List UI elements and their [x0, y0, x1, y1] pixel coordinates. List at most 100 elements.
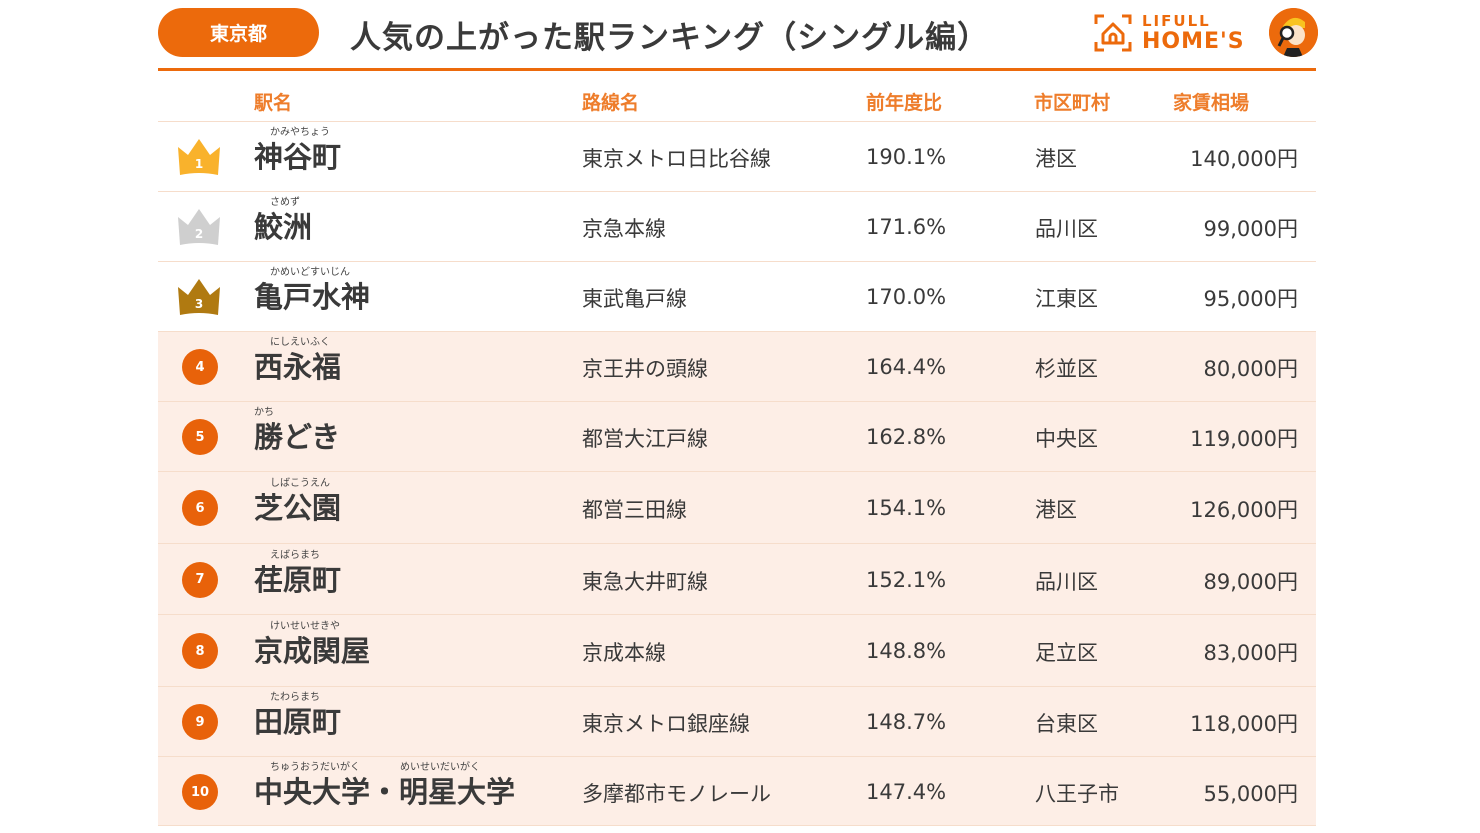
ratio-value: 190.1%	[866, 145, 947, 169]
table-row: 5 かち 勝どき 都営大江戸線 162.8% 中央区 119,000円	[158, 401, 1316, 471]
station-furigana: かち	[254, 407, 274, 418]
line-name: 京成本線	[582, 641, 666, 665]
line-name: 京急本線	[582, 217, 666, 241]
city-name: 八王子市	[1035, 782, 1119, 806]
table-row: 2 さめず 鮫洲 京急本線 171.6% 品川区 99,000円	[158, 191, 1316, 261]
rent-value: 95,000円	[1203, 287, 1298, 311]
station-cell: かめいどすいじん 亀戸水神	[254, 266, 370, 314]
city-name: 足立区	[1035, 641, 1098, 665]
rank-badge: 6	[182, 490, 218, 526]
station-furigana: かみやちょう	[270, 127, 330, 138]
line-name: 東武亀戸線	[582, 287, 687, 311]
station-name: 鮫洲	[254, 210, 313, 244]
city-name: 港区	[1035, 498, 1077, 522]
crown-rank-icon: 2	[176, 207, 222, 247]
station-name: 西永福	[254, 350, 342, 384]
station-cell: えばらまち 荏原町	[254, 549, 341, 597]
house-bracket-icon	[1094, 14, 1132, 52]
ratio-value: 154.1%	[866, 496, 947, 520]
station-name: 荏原町	[254, 562, 342, 597]
station-furigana: しばこうえん	[270, 478, 330, 489]
page-title: 人気の上がった駅ランキング（シングル編）	[350, 20, 990, 56]
station-cell: さめず 鮫洲	[254, 196, 312, 244]
page-header: 東京都 人気の上がった駅ランキング（シングル編） LIFULL HOME'S	[158, 0, 1318, 70]
city-name: 杉並区	[1035, 357, 1098, 381]
rent-value: 126,000円	[1190, 498, 1298, 522]
table-row: 4 にしえいふく 西永福 京王井の頭線 164.4% 杉並区 80,000円	[158, 331, 1316, 401]
city-name: 台東区	[1035, 712, 1098, 736]
rent-value: 140,000円	[1190, 147, 1298, 171]
station-cell: けいせいせきや 京成関屋	[254, 620, 370, 668]
rent-value: 83,000円	[1203, 641, 1298, 665]
rent-value: 99,000円	[1203, 217, 1298, 241]
station-furigana: えばらまち	[270, 549, 320, 561]
station-cell: たわらまち 田原町	[254, 691, 341, 739]
column-header-ratio: 前年度比	[866, 92, 943, 114]
column-header-city: 市区町村	[1034, 92, 1111, 114]
table-row: 3 かめいどすいじん 亀戸水神 東武亀戸線 170.0% 江東区 95,000円	[158, 261, 1316, 331]
station-cell: かみやちょう 神谷町	[254, 126, 341, 174]
line-name: 都営三田線	[582, 498, 687, 522]
ratio-value: 170.0%	[866, 285, 947, 309]
mascot-magnifier-icon	[1269, 8, 1318, 57]
rank-badge: 10	[182, 774, 218, 810]
station-name: 中央大学・明星大学	[254, 775, 516, 809]
prefecture-badge: 東京都	[158, 8, 319, 57]
station-furigana: けいせいせきや	[270, 621, 340, 632]
station-name: 芝公園	[254, 491, 342, 525]
station-name: 京成関屋	[254, 634, 371, 668]
line-name: 東京メトロ銀座線	[582, 712, 750, 736]
rent-value: 119,000円	[1190, 427, 1298, 451]
column-header-line: 路線名	[582, 92, 640, 114]
station-cell: ちゅうおうだいがく めいせいだいがく 中央大学・明星大学	[254, 761, 515, 809]
rent-value: 118,000円	[1190, 712, 1298, 736]
table-row: 10 ちゅうおうだいがく めいせいだいがく 中央大学・明星大学 多摩都市モノレー…	[158, 756, 1316, 826]
ratio-value: 147.4%	[866, 780, 947, 804]
station-furigana: かめいどすいじん	[270, 267, 350, 278]
station-name: 亀戸水神	[254, 280, 371, 314]
rent-value: 80,000円	[1203, 357, 1298, 381]
station-name: 田原町	[254, 705, 342, 739]
lifull-homes-logo: LIFULL HOME'S	[1094, 10, 1254, 56]
table-row: 6 しばこうえん 芝公園 都営三田線 154.1% 港区 126,000円	[158, 471, 1316, 543]
city-name: 品川区	[1035, 569, 1098, 594]
station-cell: にしえいふく 西永福	[254, 336, 341, 384]
rank-badge: 9	[182, 704, 218, 740]
line-name: 多摩都市モノレール	[582, 782, 771, 806]
column-header-station: 駅名	[254, 92, 293, 114]
header-divider	[158, 68, 1316, 71]
city-name: 港区	[1035, 147, 1077, 171]
ratio-value: 148.8%	[866, 639, 947, 663]
station-cell: かち 勝どき	[254, 406, 340, 454]
logo-line2: HOME'S	[1142, 28, 1245, 54]
svg-text:2: 2	[195, 227, 203, 241]
ratio-value: 148.7%	[866, 710, 947, 734]
line-name: 京王井の頭線	[582, 357, 708, 381]
crown-rank-icon: 1	[176, 137, 222, 177]
station-furigana: にしえいふく	[270, 337, 330, 348]
table-row: 1 かみやちょう 神谷町 東京メトロ日比谷線 190.1% 港区 140,000…	[158, 121, 1316, 191]
crown-rank-icon: 3	[176, 277, 222, 317]
city-name: 江東区	[1035, 287, 1098, 311]
city-name: 品川区	[1035, 217, 1098, 241]
station-furigana: ちゅうおうだいがく めいせいだいがく	[270, 762, 480, 773]
table-row: 8 けいせいせきや 京成関屋 京成本線 148.8% 足立区 83,000円	[158, 614, 1316, 686]
line-name: 東京メトロ日比谷線	[582, 147, 771, 171]
table-row: 9 たわらまち 田原町 東京メトロ銀座線 148.7% 台東区 118,000円	[158, 686, 1316, 756]
rank-badge: 7	[182, 561, 218, 598]
station-cell: しばこうえん 芝公園	[254, 477, 341, 525]
city-name: 中央区	[1035, 427, 1098, 451]
station-name: 勝どき	[254, 420, 341, 454]
rank-badge: 4	[182, 349, 218, 385]
rent-value: 55,000円	[1203, 782, 1298, 806]
ratio-value: 164.4%	[866, 355, 947, 379]
ratio-value: 171.6%	[866, 215, 947, 239]
table-row: 7 えばらまち 荏原町 東急大井町線 152.1% 品川区 89,000円	[158, 543, 1316, 614]
ranking-table: 1 かみやちょう 神谷町 東京メトロ日比谷線 190.1% 港区 140,000…	[158, 121, 1316, 826]
rent-value: 89,000円	[1203, 569, 1298, 594]
station-furigana: たわらまち	[270, 692, 320, 703]
line-name: 東急大井町線	[582, 569, 708, 594]
svg-text:3: 3	[195, 297, 203, 311]
rank-badge: 5	[182, 419, 218, 455]
ratio-value: 162.8%	[866, 425, 947, 449]
